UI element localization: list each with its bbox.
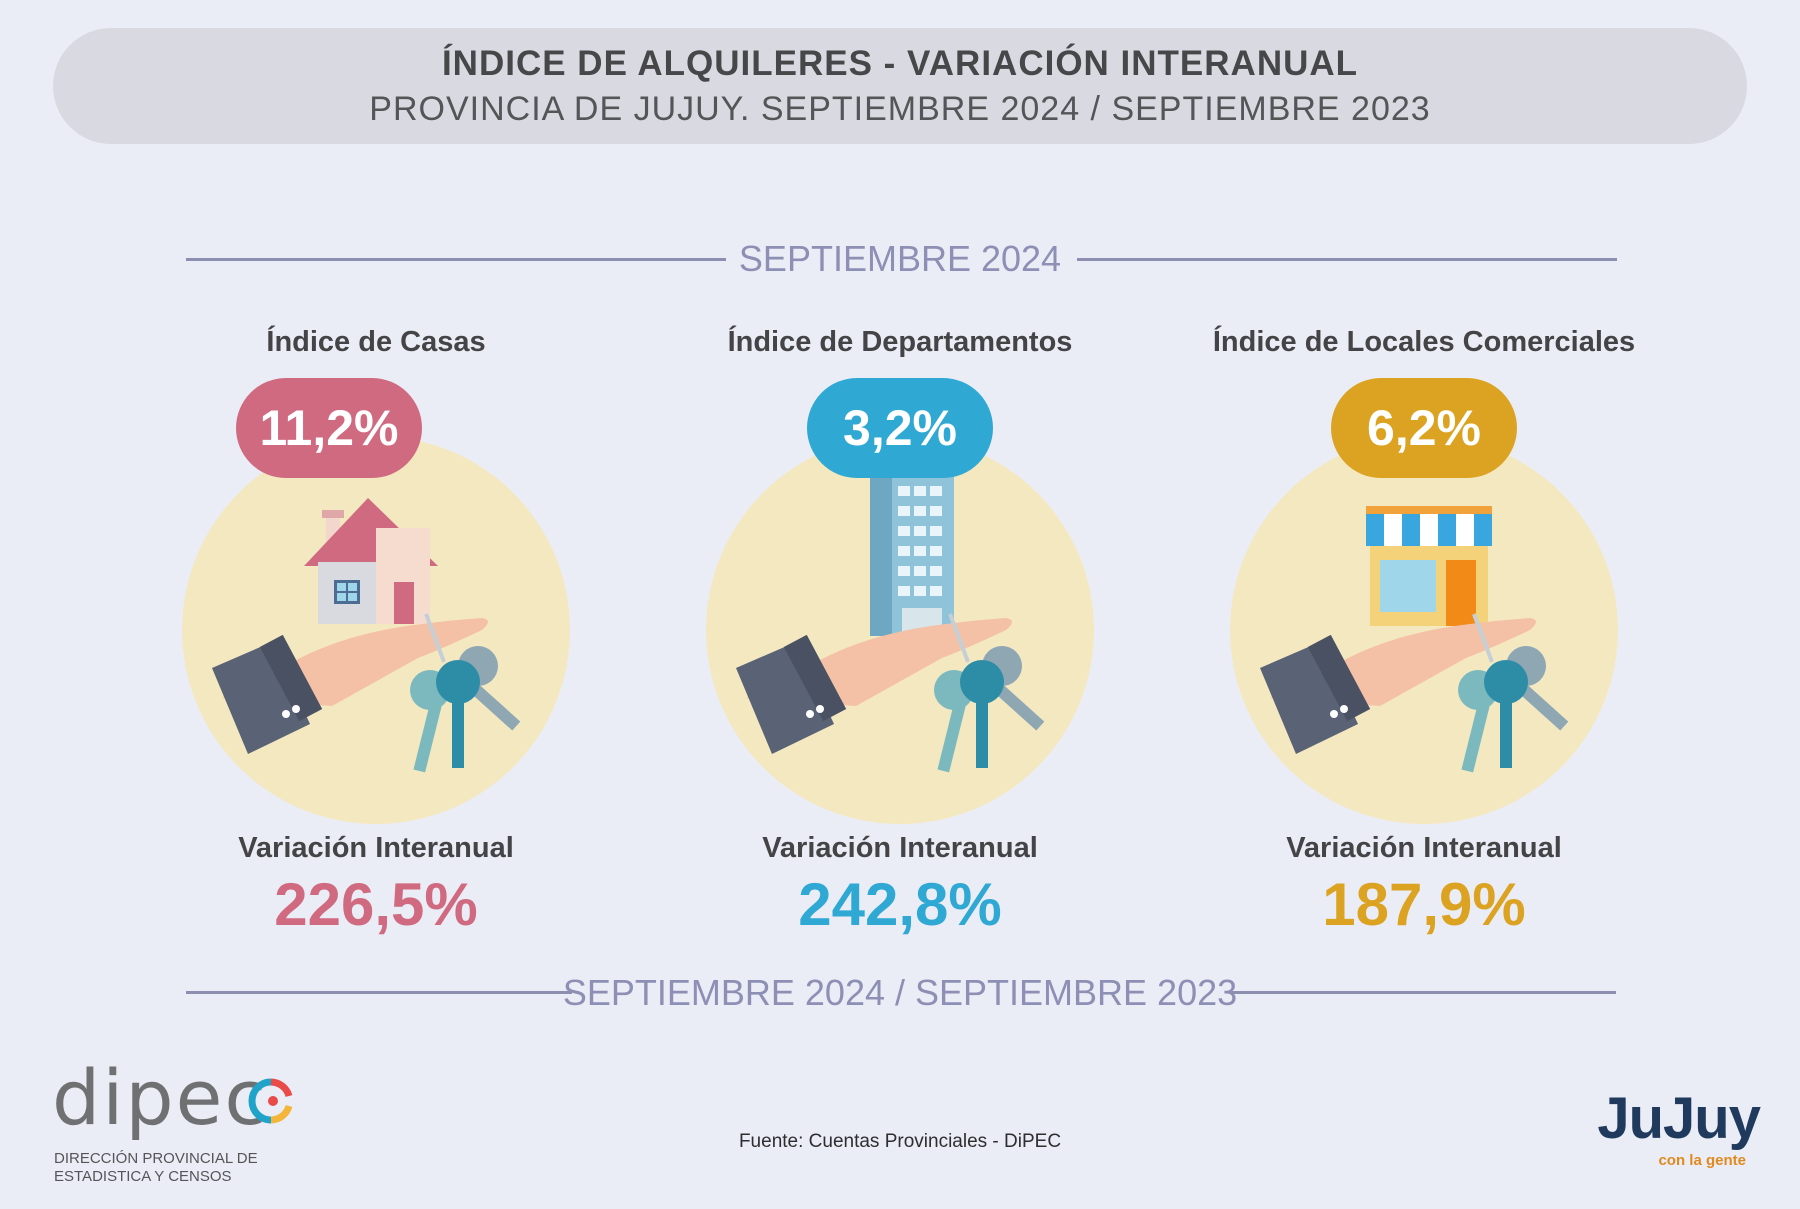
monthly-variation-badge: 3,2%	[807, 378, 993, 478]
annual-variation-value: 187,9%	[1322, 871, 1526, 938]
building-in-hand-icon	[736, 458, 1045, 773]
jujuy-tagline: con la gente	[1658, 1152, 1746, 1169]
card-departamentos: Índice de Departamentos 3,2% Variación I…	[660, 318, 1140, 948]
house-in-hand-icon	[212, 498, 521, 773]
dipec-subtitle-line2: ESTADISTICA Y CENSOS	[54, 1168, 232, 1185]
illustration-background	[182, 436, 570, 824]
source-note: Fuente: Cuentas Provinciales - DiPEC	[738, 1131, 1062, 1152]
illustration-background	[1230, 436, 1618, 824]
top-divider-left	[186, 258, 726, 261]
card-title: Índice de Departamentos	[727, 326, 1073, 358]
dipec-logo: dipec DIRECCIÓN PROVINCIAL DE ESTADISTIC…	[52, 1060, 312, 1190]
variation-label: Variación Interanual	[762, 832, 1038, 864]
card-title: Índice de Locales Comerciales	[1212, 326, 1636, 358]
jujuy-wordmark: JuJuy	[1597, 1086, 1761, 1151]
monthly-variation-badge: 11,2%	[236, 378, 422, 478]
page-title: ÍNDICE DE ALQUILERES - VARIACIÓN INTERAN…	[441, 44, 1359, 83]
store-in-hand-icon	[1260, 506, 1569, 773]
dipec-subtitle-line1: DIRECCIÓN PROVINCIAL DE	[54, 1150, 258, 1167]
card-locales-comerciales: Índice de Locales Comerciales 6,2% Varia…	[1184, 318, 1664, 948]
section-label-bottom: SEPTIEMBRE 2024 / SEPTIEMBRE 2023	[562, 972, 1238, 1013]
bottom-divider-right	[1230, 991, 1616, 994]
dipec-wordmark: dipec	[52, 1053, 269, 1142]
monthly-variation-badge: 6,2%	[1331, 378, 1517, 478]
bottom-divider-left	[186, 991, 572, 994]
card-title: Índice de Casas	[266, 326, 486, 358]
variation-label: Variación Interanual	[1286, 832, 1562, 864]
header-banner: ÍNDICE DE ALQUILERES - VARIACIÓN INTERAN…	[53, 28, 1747, 144]
page-subtitle: PROVINCIA DE JUJUY. SEPTIEMBRE 2024 / SE…	[369, 90, 1431, 128]
dipec-logo-mark-icon	[248, 1078, 293, 1124]
variation-label: Variación Interanual	[238, 832, 514, 864]
card-casas: Índice de Casas 11,2% Variación Interanu…	[136, 318, 616, 948]
section-label-top: SEPTIEMBRE 2024	[738, 238, 1062, 279]
annual-variation-value: 226,5%	[274, 871, 478, 938]
dipec-subtitle: DIRECCIÓN PROVINCIAL DE ESTADISTICA Y CE…	[54, 1150, 314, 1186]
top-divider-right	[1077, 258, 1617, 261]
jujuy-logo: JuJuy con la gente	[1570, 1086, 1761, 1190]
annual-variation-value: 242,8%	[798, 871, 1002, 938]
